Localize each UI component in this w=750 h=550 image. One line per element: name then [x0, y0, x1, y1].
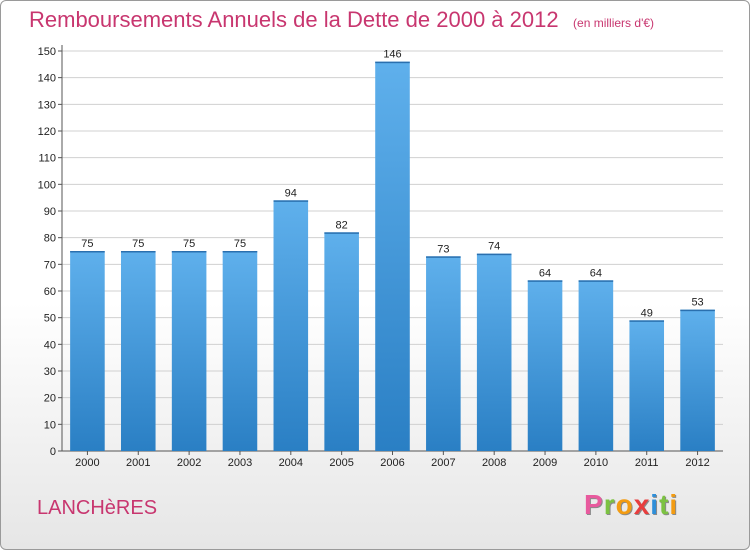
y-tick-label: 80 [44, 233, 56, 245]
x-tick-label: 2001 [126, 457, 150, 469]
y-tick-label: 150 [38, 46, 56, 58]
bar [171, 251, 207, 451]
bar [426, 256, 461, 451]
y-tick-label: 40 [44, 339, 56, 351]
bars [70, 61, 715, 452]
logo-letter: t [659, 489, 670, 520]
x-tick-label: 2011 [635, 457, 659, 469]
bar-top-edge [222, 251, 258, 253]
x-tick-label: 2008 [482, 457, 506, 469]
x-tick-label: 2007 [431, 457, 455, 469]
logo-letter: i [669, 489, 679, 520]
bar-top-edge [273, 200, 309, 202]
data-label: 94 [285, 187, 297, 199]
chart-title: Remboursements Annuels de la Dette de 20… [29, 7, 559, 32]
data-label: 75 [234, 238, 246, 250]
title-row: Remboursements Annuels de la Dette de 20… [29, 7, 654, 33]
logo-letter: P [584, 489, 604, 520]
bar-top-edge [70, 251, 105, 253]
data-label: 73 [437, 243, 449, 255]
y-tick-label: 60 [44, 286, 56, 298]
y-tick-label: 0 [50, 446, 56, 458]
y-tick-label: 20 [44, 393, 56, 405]
data-label: 64 [590, 267, 602, 279]
data-label: 82 [336, 219, 348, 231]
bar-top-edge [578, 280, 614, 282]
axes: 0 10 20 30 40 50 60 70 80 90 100 110 120 130 140 150 200… [38, 45, 723, 469]
bar [375, 61, 410, 452]
bar [324, 232, 359, 451]
x-tick-label: 2004 [279, 457, 303, 469]
y-tick-label: 130 [38, 99, 56, 111]
x-tick-label: 2002 [177, 457, 201, 469]
bar [578, 280, 614, 451]
bar-top-edge [375, 61, 410, 64]
x-tick-label: 2010 [584, 457, 608, 469]
x-tick-label: 2000 [75, 457, 99, 469]
bar [680, 309, 715, 451]
bar-top-edge [324, 232, 359, 234]
data-label: 75 [81, 238, 93, 250]
data-label: 75 [132, 238, 144, 250]
bar-top-edge [426, 256, 461, 258]
y-tick-label: 100 [38, 179, 56, 191]
bar [120, 251, 156, 451]
bar-top-edge [120, 251, 156, 253]
y-tick-label: 140 [38, 73, 56, 85]
x-tick-label: 2006 [380, 457, 404, 469]
x-tick-label: 2005 [329, 457, 353, 469]
bar-top-edge [680, 309, 715, 312]
data-label: 146 [383, 49, 401, 61]
y-tick-label: 110 [38, 153, 56, 165]
bar [222, 251, 258, 451]
bar [629, 320, 665, 451]
y-tick-label: 10 [44, 419, 56, 431]
logo-letter: o [615, 489, 634, 520]
bar-top-edge [171, 251, 207, 253]
logo-letter: r [603, 489, 616, 520]
x-tick-label: 2012 [685, 457, 709, 469]
bar-top-edge [527, 280, 563, 282]
proxiti-logo: Proxiti [584, 489, 678, 521]
x-tick-label: 2003 [228, 457, 252, 469]
bar [273, 200, 309, 451]
logo-letter: x [633, 489, 651, 520]
y-tick-label: 30 [44, 366, 56, 378]
data-label: 74 [488, 241, 500, 253]
data-label: 49 [641, 307, 653, 319]
bar [476, 253, 512, 451]
data-label: 75 [183, 238, 195, 250]
data-labels: 75 75 75 75 94 82 146 73 74 64 64 49 53 [81, 49, 703, 320]
y-tick-label: 50 [44, 313, 56, 325]
y-tick-label: 120 [38, 126, 56, 138]
data-label: 64 [539, 267, 551, 279]
chart-subtitle: (en milliers d'€) [573, 16, 655, 30]
bar-top-edge [629, 320, 665, 322]
y-tick-label: 90 [44, 206, 56, 218]
place-name: LANCHèRES [37, 497, 158, 519]
logo-letter: i [650, 489, 660, 520]
bar-top-edge [476, 253, 512, 256]
y-tick-label: 70 [44, 259, 56, 271]
x-tick-label: 2009 [533, 457, 557, 469]
bar [70, 251, 105, 451]
data-label: 53 [691, 297, 703, 309]
bar [527, 280, 563, 451]
